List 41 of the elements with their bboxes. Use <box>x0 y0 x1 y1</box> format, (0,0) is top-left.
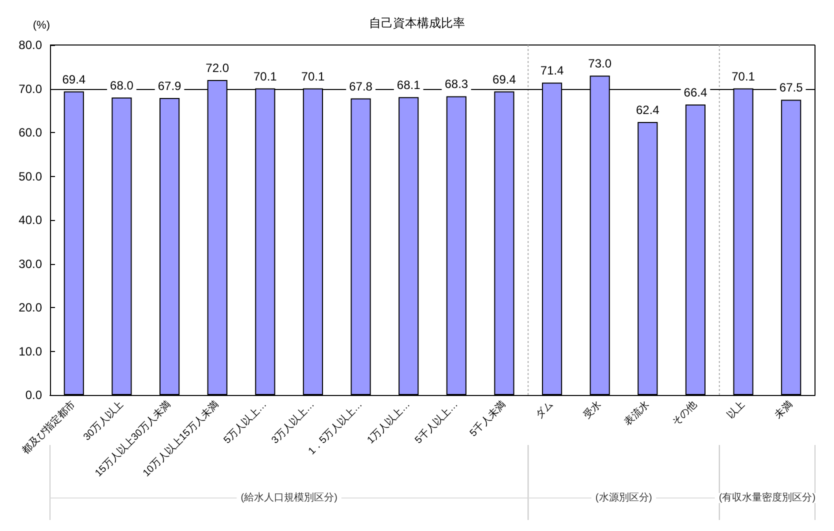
data-label: 67.8 <box>349 79 373 94</box>
data-label: 67.9 <box>158 78 182 93</box>
data-label: 70.1 <box>253 69 278 84</box>
x-tick-label: 3万人以上… <box>269 398 317 446</box>
text: (給水人口規模別区分) <box>240 492 338 504</box>
x-tick-label: 未満 <box>772 398 795 422</box>
x-tick-label: 30万人以上 <box>80 398 126 444</box>
y-tick-label: 10.0 <box>18 344 42 358</box>
data-label: 68.0 <box>110 78 134 92</box>
y-tick-label: 20.0 <box>18 300 42 314</box>
data-label: 72.0 <box>206 61 230 75</box>
y-tick-label: 60.0 <box>18 126 42 140</box>
data-label: 67.5 <box>779 80 804 95</box>
y-tick-label: 30.0 <box>18 256 42 271</box>
chart-title: 自己資本構成比率 <box>369 16 465 30</box>
x-tick-label: 5万人以上… <box>221 398 270 446</box>
data-label: 70.1 <box>732 69 756 84</box>
data-label: 68.3 <box>444 77 468 92</box>
x-tick-label: ダム <box>533 398 556 422</box>
data-label: 68.1 <box>396 78 421 92</box>
data-label: 69.4 <box>62 72 86 86</box>
x-tick-label: 受水 <box>581 398 604 422</box>
x-tick-label: 以上 <box>724 398 748 422</box>
x-tick-label: 1万人以上… <box>364 398 412 446</box>
x-tick-label: その他 <box>670 398 700 428</box>
y-tick-label: 80.0 <box>18 38 42 52</box>
data-label: 73.0 <box>588 56 612 71</box>
data-label: 69.4 <box>492 72 516 86</box>
y-tick-label: 40.0 <box>18 213 42 227</box>
y-axis-title: (%) <box>32 20 50 32</box>
data-label: 71.4 <box>540 64 564 78</box>
data-label: 62.4 <box>636 103 660 117</box>
data-label: 66.4 <box>684 86 708 100</box>
text: (有収水量密度別区分) <box>718 492 816 504</box>
x-tick-label: 5千人未満 <box>467 398 508 440</box>
x-tick-label: 表流水 <box>622 398 652 428</box>
data-label: 70.1 <box>301 69 325 84</box>
y-tick-label: 50.0 <box>18 169 42 184</box>
text: (水源別区分) <box>595 492 652 504</box>
x-tick-label: 5千人以上… <box>412 398 460 446</box>
y-tick-label: 70.0 <box>18 82 42 96</box>
